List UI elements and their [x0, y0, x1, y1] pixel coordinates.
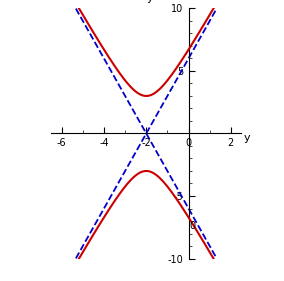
Y-axis label: y: y: [244, 133, 250, 144]
Text: y: y: [146, 0, 153, 3]
Text: 0: 0: [190, 221, 196, 231]
